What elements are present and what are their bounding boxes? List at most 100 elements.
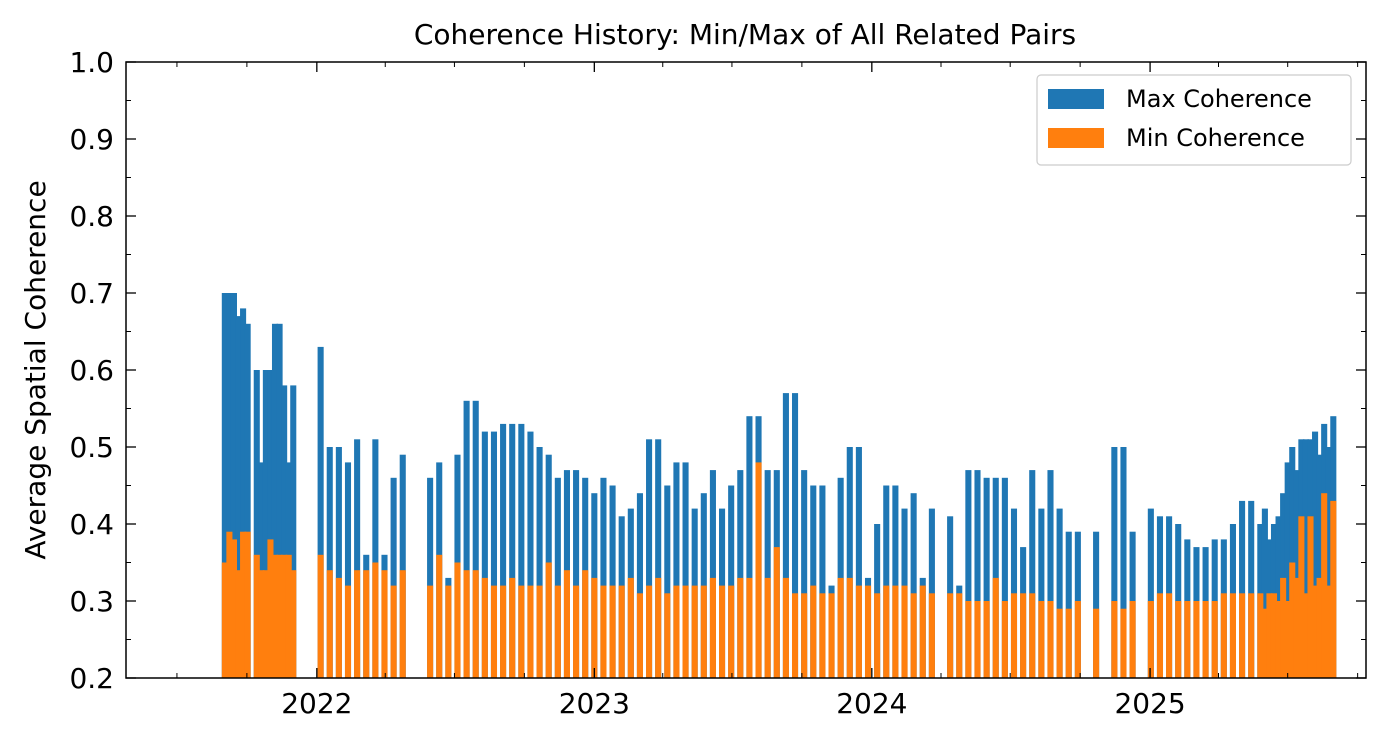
bar-min — [344, 585, 352, 678]
bar-max — [1029, 470, 1036, 678]
bar-max — [782, 393, 789, 678]
bar-max — [573, 470, 580, 678]
bar-max — [509, 423, 516, 678]
x-tick-label: 2023 — [559, 687, 630, 720]
bar-min — [801, 593, 808, 678]
bar-min — [354, 570, 361, 678]
bar-max — [1147, 508, 1154, 678]
bar-min — [230, 539, 237, 678]
bar-max — [276, 323, 283, 678]
bar-min — [1074, 601, 1081, 678]
bar-min — [1129, 601, 1136, 678]
bar-min — [591, 577, 598, 678]
bar-max — [221, 293, 228, 678]
bar-min — [258, 570, 265, 678]
bar-min — [221, 562, 228, 678]
bar-max — [846, 447, 853, 678]
bar-min — [618, 585, 625, 678]
bar-min — [372, 562, 379, 678]
bar-min — [846, 577, 853, 678]
bar-max — [655, 439, 662, 678]
y-tick-label: 0.2 — [69, 662, 114, 695]
bar-min — [399, 570, 406, 678]
bar-max — [1120, 447, 1127, 678]
bar-min — [472, 570, 479, 678]
y-tick-label: 0.6 — [69, 354, 114, 387]
bar-max — [1056, 508, 1063, 678]
bar-max — [372, 439, 379, 678]
bar-max — [390, 477, 397, 678]
bar-min — [267, 539, 274, 678]
bar-min — [1010, 593, 1018, 678]
bar-max — [481, 431, 488, 678]
bar-min — [682, 585, 689, 678]
bar-min — [1307, 516, 1314, 678]
bar-min — [864, 585, 872, 678]
bar-max — [791, 393, 799, 678]
legend-label-max: Max Coherence — [1126, 85, 1312, 113]
bar-min — [1193, 601, 1200, 678]
bar-max — [536, 447, 543, 678]
bar-min — [1229, 593, 1236, 678]
bar-max — [609, 485, 616, 678]
bar-max — [344, 462, 352, 678]
bar-min — [518, 585, 525, 678]
bar-min — [1029, 593, 1036, 678]
bar-min — [874, 593, 881, 678]
bar-min — [956, 593, 963, 678]
bar-min — [363, 570, 370, 678]
bar-max — [1047, 470, 1054, 678]
bar-min — [782, 577, 789, 678]
bar-min — [1325, 585, 1332, 678]
bar-min — [837, 577, 844, 678]
x-tick-label: 2022 — [281, 687, 352, 720]
bar-min — [1147, 601, 1154, 678]
bar-min — [819, 593, 826, 678]
legend-label-min: Min Coherence — [1126, 124, 1305, 152]
bar-min — [1001, 601, 1008, 678]
bar-min — [1020, 593, 1027, 678]
bar-min — [673, 585, 680, 678]
bar-min — [536, 585, 543, 678]
bar-min — [436, 554, 443, 678]
bar-min — [582, 570, 589, 678]
bar-min — [326, 570, 333, 678]
bar-max — [335, 447, 342, 678]
bar-min — [1175, 601, 1182, 678]
bar-min — [317, 554, 324, 678]
bar-min — [627, 577, 634, 678]
bar-min — [390, 585, 397, 678]
bar-max — [1111, 447, 1118, 678]
bar-min — [636, 593, 643, 678]
bar-max — [1239, 500, 1246, 678]
bar-min — [226, 531, 233, 678]
bar-min — [1202, 601, 1209, 678]
bar-max — [1038, 508, 1045, 678]
bar-min — [276, 554, 283, 678]
bar-max — [235, 316, 242, 678]
bar-min — [335, 577, 342, 678]
bar-min — [965, 601, 972, 678]
bar-min — [755, 462, 762, 678]
bar-min — [281, 554, 288, 678]
bar-min — [983, 601, 990, 678]
bar-min — [883, 585, 890, 678]
bar-max — [1316, 454, 1323, 678]
bar-min — [928, 593, 935, 678]
bar-max — [244, 323, 251, 678]
bar-max — [965, 470, 972, 678]
bar-min — [1239, 593, 1246, 678]
bar-max — [819, 485, 826, 678]
bar-min — [828, 593, 835, 678]
bar-min — [1316, 577, 1323, 678]
bar-min — [737, 577, 744, 678]
bar-min — [600, 585, 607, 678]
bar-min — [500, 585, 507, 678]
bar-min — [919, 585, 926, 678]
bar-max — [1261, 508, 1268, 678]
bar-max — [290, 385, 297, 678]
bar-min — [719, 585, 726, 678]
bar-max — [326, 447, 333, 678]
bar-min — [901, 585, 908, 678]
